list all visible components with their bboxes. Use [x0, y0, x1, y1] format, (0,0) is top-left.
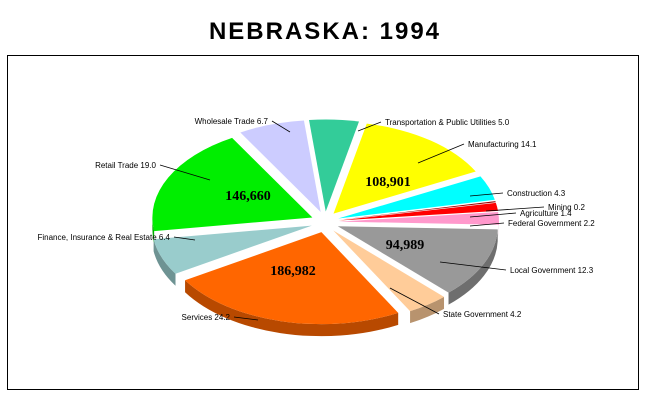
slice-label-agriculture: Agriculture 1.4 [520, 209, 572, 218]
leader-line-federal-government [469, 222, 505, 227]
pie-slice-services [185, 232, 399, 325]
pie-slice-state-government [333, 230, 445, 312]
leader-line-finance-insurance-real-estate [173, 236, 196, 241]
leader-line-services [233, 316, 259, 321]
pie-slice-mining [338, 201, 496, 220]
leader-line-retail-trade [159, 164, 211, 181]
pie-slice-finance-insurance-real-estate [153, 225, 312, 274]
leader-line-construction [469, 192, 504, 197]
leader-line-state-government [389, 287, 440, 315]
pie-slice-wholesale-trade [240, 120, 321, 213]
slice-count-retail-trade: 146,660 [225, 189, 271, 204]
pie-slice-manufacturing [333, 123, 476, 214]
leader-line-transportation-public-utilities [357, 121, 382, 132]
slice-count-manufacturing: 108,901 [365, 175, 411, 190]
pie-slice-construction [338, 176, 495, 219]
pie-slice-side-finance-insurance-real-estate [153, 239, 176, 286]
slice-label-federal-government: Federal Government 2.2 [508, 219, 595, 228]
slice-label-finance-insurance-real-estate: Finance, Insurance & Real Estate 6.4 [37, 233, 170, 242]
slice-label-services: Services 24.2 [182, 313, 231, 322]
pie-slice-agriculture [338, 202, 498, 221]
slice-label-construction: Construction 4.3 [507, 189, 566, 198]
leader-line-manufacturing [417, 143, 465, 164]
slice-count-local-government: 94,989 [386, 238, 425, 253]
slice-label-state-government: State Government 4.2 [443, 310, 522, 319]
pie-slice-side-local-government [448, 229, 498, 305]
pie-slice-retail-trade [152, 137, 313, 232]
slice-count-services: 186,982 [270, 264, 316, 279]
pie-slice-transportation-public-utilities [309, 119, 359, 212]
slice-label-transportation-public-utilities: Transportation & Public Utilities 5.0 [385, 118, 510, 127]
slice-label-wholesale-trade: Wholesale Trade 6.7 [195, 117, 269, 126]
leader-line-local-government [439, 261, 507, 271]
leader-line-agriculture [469, 212, 517, 218]
pie-slice-side-services [185, 280, 399, 337]
chart-title: NEBRASKA: 1994 [208, 18, 442, 45]
slice-label-local-government: Local Government 12.3 [510, 266, 594, 275]
pie-slice-local-government [337, 226, 498, 293]
pie-slice-side-state-government [410, 296, 445, 324]
pie-slice-side-retail-trade [152, 217, 155, 244]
slice-label-manufacturing: Manufacturing 14.1 [468, 140, 537, 149]
slice-label-retail-trade: Retail Trade 19.0 [95, 161, 156, 170]
slice-label-mining: Mining 0.2 [548, 203, 585, 212]
leader-line-wholesale-trade [271, 120, 291, 133]
leader-line-mining [485, 206, 545, 212]
pie-slice-federal-government [338, 212, 499, 225]
